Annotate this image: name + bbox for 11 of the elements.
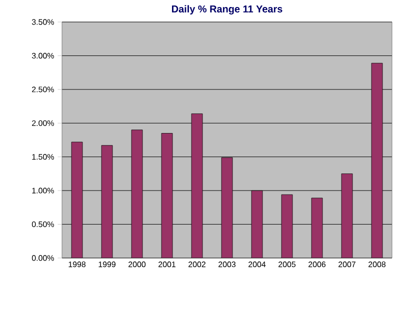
- bar: [341, 174, 353, 258]
- bar: [161, 133, 173, 258]
- bar: [101, 145, 113, 258]
- bar: [221, 157, 233, 258]
- bar: [371, 62, 383, 258]
- bar: [281, 194, 293, 258]
- bar: [251, 190, 263, 258]
- bar: [131, 130, 143, 258]
- bar: [71, 142, 83, 258]
- bar: [191, 114, 203, 258]
- chart-title: Daily % Range 11 Years: [172, 5, 282, 14]
